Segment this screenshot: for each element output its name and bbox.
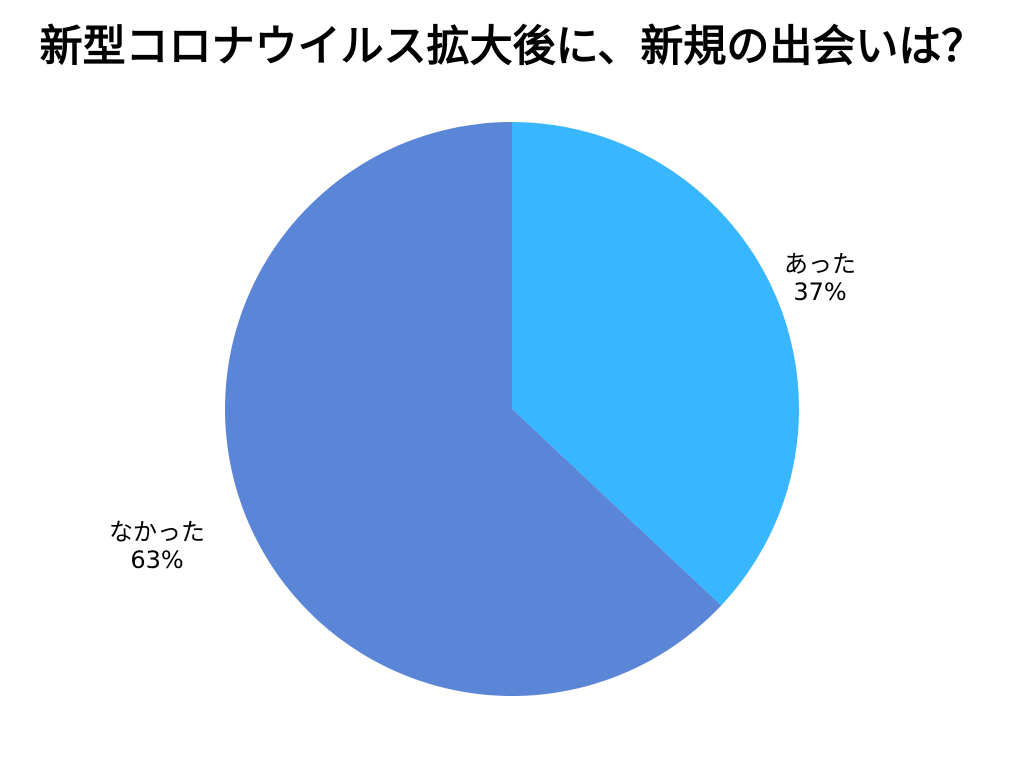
slice-label-atta-percent: 37%	[793, 278, 847, 306]
pie-slice-2	[225, 122, 722, 696]
slice-label-nakatta-name: なかった	[109, 518, 205, 546]
chart-title: 新型コロナウイルス拡大後に、新規の出会いは？	[39, 22, 985, 72]
slice-label-nakatta: なかった 63%	[109, 518, 205, 574]
slice-label-atta-name: あった	[784, 250, 856, 278]
slice-label-nakatta-percent: 63%	[130, 546, 184, 574]
slice-label-atta: あった 37%	[784, 250, 856, 306]
pie-slice-1	[512, 122, 800, 606]
